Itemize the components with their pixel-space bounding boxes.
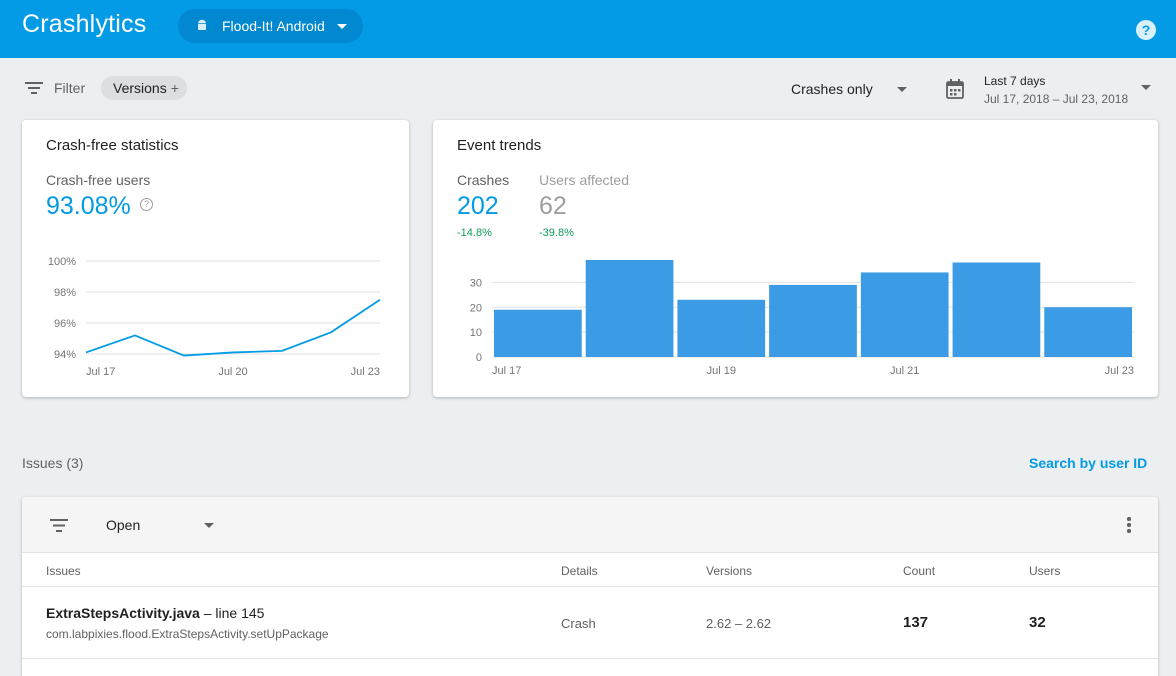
y-tick-label: 0 (476, 352, 482, 364)
x-tick-label: Jul 17 (86, 366, 115, 378)
filter-icon[interactable] (50, 519, 68, 537)
status-filter-select[interactable]: Open (106, 517, 141, 533)
users-affected-value[interactable]: 62 (539, 192, 567, 220)
y-tick-label: 96% (54, 318, 76, 330)
x-tick-label: Jul 20 (218, 366, 247, 378)
crash-free-line-chart: 94% 96% 98% 100% Jul 17 Jul 20 Jul 23 (48, 256, 381, 378)
table-row[interactable]: ExtraStepsActivity.java – line 145 com.l… (22, 587, 1158, 659)
x-tick-label: Jul 21 (890, 365, 919, 377)
date-range-value[interactable]: Jul 17, 2018 – Jul 23, 2018 (984, 92, 1129, 106)
column-header-versions: Versions (706, 564, 753, 578)
issue-count: 137 (903, 614, 929, 631)
help-circle-icon[interactable]: ? (140, 198, 153, 211)
crashes-label[interactable]: Crashes (457, 172, 510, 188)
table-header: Issues Details Versions Count Users (22, 553, 1158, 587)
series-line (85, 299, 381, 357)
card-title: Crash-free statistics (46, 137, 179, 154)
y-tick-label: 10 (470, 327, 482, 339)
x-tick-label: Jul 17 (492, 365, 521, 377)
issue-line: – line 145 (199, 605, 265, 621)
x-tick-label: Jul 19 (707, 365, 736, 377)
column-header-issues: Issues (46, 564, 81, 578)
crash-free-card: Crash-free statistics Crash-free users 9… (22, 120, 409, 397)
bar (585, 260, 674, 357)
y-tick-label: 98% (54, 287, 76, 299)
issue-versions: 2.62 – 2.62 (706, 616, 772, 631)
calendar-icon[interactable] (946, 79, 964, 104)
y-tick-label: 94% (54, 349, 76, 361)
issues-table-card: Open Issues Details Versions Count Users… (22, 497, 1158, 676)
more-vert-icon[interactable] (1127, 517, 1131, 535)
event-trends-card: Event trends Crashes 202 -14.8% Users af… (433, 120, 1158, 397)
x-tick-label: Jul 23 (1105, 365, 1134, 377)
android-icon (195, 18, 209, 35)
column-header-users[interactable]: Users (1029, 564, 1061, 578)
column-header-count[interactable]: Count (903, 564, 936, 578)
crashes-delta: -14.8% (457, 227, 492, 239)
filter-bar: Filter Versions + Crashes only Last 7 day… (0, 58, 1176, 118)
users-affected-delta: -39.8% (539, 227, 574, 239)
bar (860, 272, 949, 357)
filter-label[interactable]: Filter (54, 80, 86, 96)
card-title: Event trends (457, 137, 542, 154)
chevron-down-icon[interactable] (1141, 85, 1151, 90)
y-tick-label: 100% (48, 256, 76, 268)
crashes-value[interactable]: 202 (457, 192, 499, 220)
issue-method: com.labpixies.flood.ExtraStepsActivity.s… (46, 627, 329, 641)
event-trends-bar-chart: 0 10 20 30 Jul 17 Jul 19 Jul 21 Jul 23 (470, 260, 1134, 377)
versions-chip-label: Versions (113, 80, 167, 96)
bar (677, 299, 766, 357)
chevron-down-icon[interactable] (204, 523, 214, 528)
filter-icon[interactable] (25, 81, 43, 100)
app-selector[interactable]: Flood-It! Android (178, 9, 363, 43)
x-tick-label: Jul 23 (351, 366, 380, 378)
brand-title: Crashlytics (22, 10, 147, 38)
issue-users: 32 (1029, 614, 1046, 631)
search-by-user-link[interactable]: Search by user ID (1029, 455, 1148, 471)
crash-free-users-label: Crash-free users (46, 172, 151, 188)
top-app-bar: Crashlytics Flood-It! Android ? (0, 0, 1176, 58)
column-header-details: Details (561, 564, 598, 578)
plus-icon: + (170, 80, 179, 96)
issue-details: Crash (561, 616, 596, 631)
chevron-down-icon[interactable] (897, 87, 907, 92)
issue-title[interactable]: ExtraStepsActivity.java – line 145 (46, 605, 264, 621)
bar (494, 309, 582, 357)
issue-file: ExtraStepsActivity.java (46, 605, 200, 621)
date-range-title[interactable]: Last 7 days (984, 74, 1046, 88)
bar (1044, 307, 1132, 357)
help-icon[interactable]: ? (1136, 20, 1156, 40)
bar (952, 262, 1041, 357)
event-type-select[interactable]: Crashes only (791, 81, 873, 97)
y-tick-label: 20 (470, 302, 482, 314)
versions-chip[interactable]: Versions + (101, 76, 187, 100)
issues-toolbar: Open (22, 497, 1158, 553)
app-name: Flood-It! Android (222, 18, 325, 34)
bar (769, 284, 857, 357)
crash-free-users-value: 93.08% (46, 192, 131, 220)
users-affected-label[interactable]: Users affected (539, 172, 630, 188)
chevron-down-icon (337, 24, 347, 29)
issues-heading: Issues (3) (22, 455, 84, 471)
y-tick-label: 30 (470, 277, 482, 289)
